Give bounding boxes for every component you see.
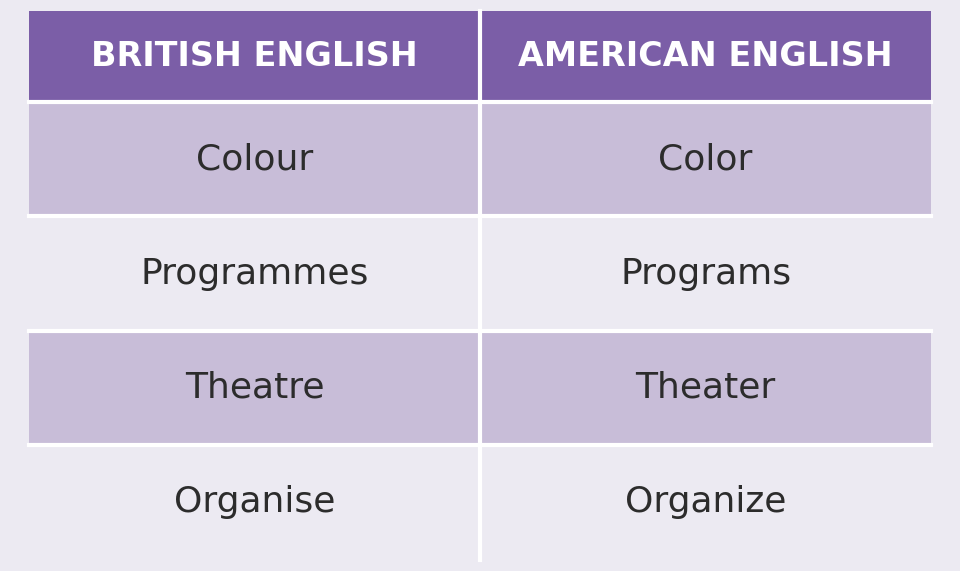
Text: Programmes: Programmes: [140, 256, 369, 291]
Text: AMERICAN ENGLISH: AMERICAN ENGLISH: [518, 40, 893, 73]
Bar: [29, 216, 480, 331]
Bar: [29, 11, 931, 102]
Bar: [480, 216, 931, 331]
Bar: [29, 102, 480, 216]
Text: Theater: Theater: [636, 371, 776, 405]
Bar: [29, 331, 480, 445]
Text: Theatre: Theatre: [184, 371, 324, 405]
Text: Programs: Programs: [620, 256, 791, 291]
Bar: [480, 445, 931, 560]
Text: Colour: Colour: [196, 142, 313, 176]
Bar: [480, 331, 931, 445]
Text: Organise: Organise: [174, 485, 335, 520]
Bar: [480, 102, 931, 216]
Text: BRITISH ENGLISH: BRITISH ENGLISH: [91, 40, 418, 73]
Text: Organize: Organize: [625, 485, 786, 520]
Bar: [29, 445, 480, 560]
Text: Color: Color: [659, 142, 753, 176]
